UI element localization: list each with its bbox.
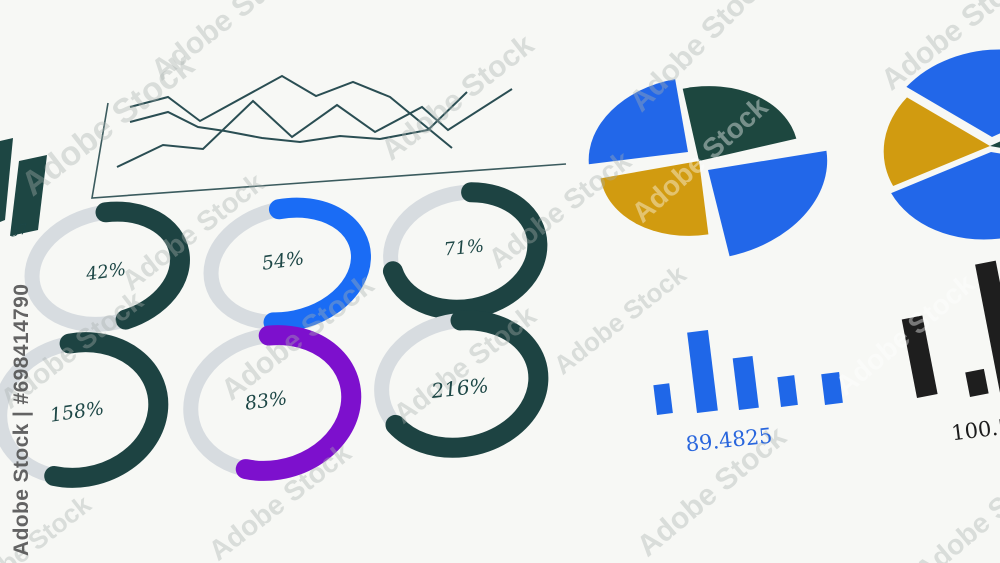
pie-2-wedge-gold [883, 97, 990, 186]
pie-1-wedge-gold [600, 161, 709, 236]
blue-bars-bar-4 [777, 375, 798, 408]
blue-bars-bar-5 [821, 372, 843, 405]
blue-bars-bar-1 [653, 383, 673, 415]
line-chart-series-2 [129, 91, 468, 144]
left-bars-bar-2 [10, 155, 47, 236]
blue-bars-bar-3 [732, 355, 759, 411]
donut-arc-1 [95, 201, 190, 330]
line-chart-axis [91, 102, 567, 199]
black-bars-bar-2 [965, 368, 989, 398]
black-bars-bar-3 [975, 260, 1000, 403]
blue-bars-bar-2 [687, 330, 718, 413]
watermark-id-text: Adobe Stock | #698414790 [10, 283, 33, 556]
pie-2-wedge-teal [990, 141, 1000, 148]
pie-2-wedge-blue-bottom [891, 152, 1000, 240]
donut-arc-3 [382, 182, 548, 320]
pie-1-wedge-teal [682, 86, 797, 161]
pie-1-wedge-blue-top-left [588, 79, 688, 165]
pie-2-wedge-blue-top [906, 49, 1000, 137]
donut-arc-5 [235, 325, 362, 481]
line-chart-series-1 [129, 74, 453, 149]
donut-arc-4 [44, 332, 169, 488]
donut-arc-6 [385, 310, 549, 458]
donut-arc-2 [263, 197, 371, 333]
left-bars-bar-1 [0, 138, 13, 222]
black-bars-bar-1 [901, 315, 938, 398]
pie-1-wedge-blue-bottom-right [708, 150, 828, 257]
line-chart-series-3 [116, 88, 513, 168]
donut-label-3: 71% [443, 235, 485, 261]
